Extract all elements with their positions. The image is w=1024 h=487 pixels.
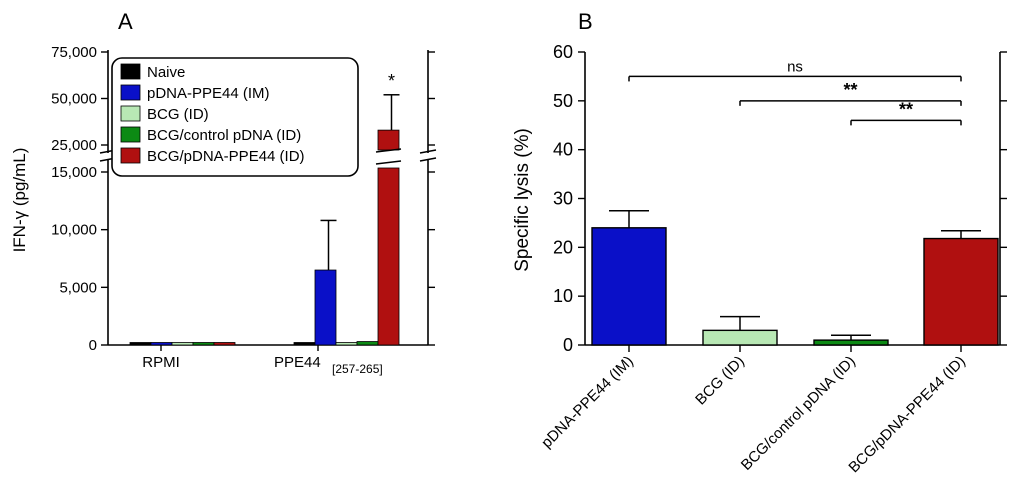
bar bbox=[314, 269, 337, 346]
bar-break-gap bbox=[376, 151, 401, 163]
x-tick-label-rpmi: RPMI bbox=[142, 354, 180, 371]
panel-a-label: A bbox=[118, 9, 133, 34]
panel-b-x-labels: pDNA-PPE44 (IM) BCG (ID)BCG/control pDNA … bbox=[538, 345, 969, 476]
bar bbox=[213, 342, 236, 346]
significance-star: * bbox=[388, 71, 395, 91]
x-tick-label-ppe44: PPE44 bbox=[274, 354, 321, 371]
panel-b-ticks: 0 10 20 30 40 50 60 bbox=[553, 42, 1007, 355]
y-tick-label: 15,000 bbox=[51, 164, 97, 181]
y-tick-label: 40 bbox=[553, 140, 573, 160]
bar bbox=[192, 342, 215, 346]
legend: Naive pDNA-PPE44 (IM) BCG (ID) BCG/control … bbox=[111, 57, 359, 177]
panel-a-chart: A IFN-γ (pg/mL) 0 5,000 10,000 15,000 25,000… bbox=[10, 9, 437, 376]
bar bbox=[591, 227, 667, 346]
legend-swatch bbox=[120, 63, 141, 80]
panel-a-y-axis-label: IFN-γ (pg/mL) bbox=[10, 148, 29, 253]
bar bbox=[377, 167, 400, 346]
bar bbox=[335, 342, 358, 346]
bar bbox=[356, 341, 379, 346]
panel-b-chart: B Specific lysis (%) 0 10 20 30 40 50 60 ns ** *… bbox=[512, 9, 1007, 476]
panel-a-bars: * bbox=[129, 71, 402, 346]
x-tick-label: pDNA-PPE44 (IM) bbox=[538, 353, 637, 452]
bar bbox=[377, 129, 400, 151]
x-tick-label: BCG/pDNA-PPE44 (ID) bbox=[845, 353, 968, 476]
legend-label: Naive bbox=[147, 64, 185, 81]
legend-label: BCG/pDNA-PPE44 (ID) bbox=[147, 148, 305, 165]
bar bbox=[129, 342, 152, 346]
bar bbox=[702, 329, 778, 346]
legend-label: BCG/control pDNA (ID) bbox=[147, 127, 301, 144]
bar bbox=[150, 342, 173, 346]
legend-label: BCG (ID) bbox=[147, 106, 209, 123]
bar bbox=[171, 342, 194, 346]
legend-swatch bbox=[120, 84, 141, 101]
comparison-label: ns bbox=[787, 58, 803, 75]
panel-b-y-axis-label: Specific lysis (%) bbox=[512, 128, 533, 272]
axis-break-mark bbox=[419, 157, 437, 162]
bar-break-mark bbox=[375, 148, 402, 153]
legend-box bbox=[111, 57, 359, 177]
y-tick-label: 60 bbox=[553, 42, 573, 62]
legend-swatch bbox=[120, 105, 141, 122]
y-tick-label: 0 bbox=[563, 335, 573, 355]
bar bbox=[293, 342, 316, 346]
panel-b-label: B bbox=[578, 9, 593, 34]
y-tick-label: 10,000 bbox=[51, 222, 97, 239]
y-tick-label: 20 bbox=[553, 237, 573, 257]
comparison-label: ** bbox=[843, 80, 857, 100]
panel-a-ticks: 0 5,000 10,000 15,000 25,000 50,000 75,000 bbox=[51, 44, 435, 354]
bar bbox=[923, 237, 999, 346]
legend-swatch bbox=[120, 126, 141, 143]
legend-swatch bbox=[120, 147, 141, 164]
y-tick-label: 75,000 bbox=[51, 44, 97, 61]
y-tick-label: 30 bbox=[553, 189, 573, 209]
bar bbox=[813, 339, 889, 346]
panel-b-comparisons: ns ** ** bbox=[628, 58, 962, 126]
y-tick-label: 25,000 bbox=[51, 137, 97, 154]
y-tick-label: 50,000 bbox=[51, 91, 97, 108]
y-tick-label: 0 bbox=[89, 337, 97, 354]
x-tick-label-ppe44-suffix: [257-265] bbox=[332, 362, 383, 376]
x-tick-label: BCG (ID) bbox=[692, 353, 748, 409]
x-tick-label: BCG/control pDNA (ID) bbox=[738, 353, 859, 474]
panel-b-bars bbox=[591, 209, 999, 346]
comparison-label: ** bbox=[899, 99, 913, 119]
legend-items: Naive pDNA-PPE44 (IM) BCG (ID) BCG/control … bbox=[120, 63, 305, 165]
legend-label: pDNA-PPE44 (IM) bbox=[147, 85, 270, 102]
axis-break-mark bbox=[419, 149, 437, 154]
bar-break-mark bbox=[375, 160, 402, 165]
y-tick-label: 50 bbox=[553, 91, 573, 111]
y-tick-label: 5,000 bbox=[59, 279, 97, 296]
y-tick-label: 10 bbox=[553, 286, 573, 306]
